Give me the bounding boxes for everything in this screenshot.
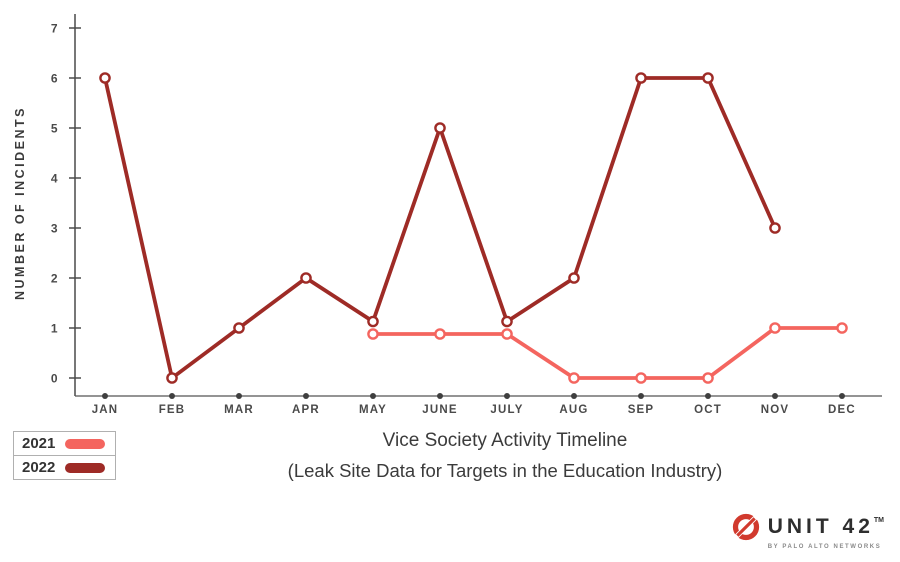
y-tick-label: 0 xyxy=(51,372,59,386)
x-tick-dot xyxy=(370,393,376,399)
x-tick-dot xyxy=(236,393,242,399)
x-tick-label: MAR xyxy=(224,404,254,416)
x-tick-dot xyxy=(772,393,778,399)
unit42-logo-row: UNIT 42 TM xyxy=(731,513,884,541)
x-tick-label: FEB xyxy=(159,404,186,416)
data-point-2021-SEP xyxy=(635,372,647,384)
data-point-2021-MAY xyxy=(367,328,379,340)
unit42-tagline: BY PALO ALTO NETWORKS xyxy=(767,544,882,550)
y-tick-label: 3 xyxy=(51,222,59,236)
data-point-2021-DEC xyxy=(836,322,848,334)
legend-swatch-2021 xyxy=(65,438,106,449)
x-tick-label: SEP xyxy=(628,404,655,416)
unit42-wordmark: UNIT 42 TM xyxy=(768,515,884,539)
data-point-2022-APR xyxy=(300,272,312,284)
x-tick-label: MAY xyxy=(359,404,387,416)
unit42-logo-icon xyxy=(731,513,760,541)
series-2021-line xyxy=(371,326,844,380)
chart-svg: 0 1 2 3 4 5 6 7 NUMBER OF INCIDENTS JAN FEB MAR APR M… xyxy=(13,14,882,416)
y-tick-label: 5 xyxy=(51,122,59,136)
unit42-logo: UNIT 42 TM BY PALO ALTO NETWORKS xyxy=(731,513,884,550)
x-tick-dot xyxy=(571,393,577,399)
legend: 2021 2022 xyxy=(13,431,117,480)
data-point-2021-NOV xyxy=(769,322,781,334)
activity-timeline-chart: 0 1 2 3 4 5 6 7 NUMBER OF INCIDENTS JAN FEB MAR APR M… xyxy=(13,14,882,416)
data-point-2021-JULY xyxy=(501,328,513,340)
x-tick-label: NOV xyxy=(761,404,790,416)
data-point-2022-JULY xyxy=(501,315,513,328)
data-point-2022-OCT xyxy=(702,72,714,84)
legend-label-2021: 2021 xyxy=(22,435,56,452)
y-tick-label: 7 xyxy=(51,22,59,36)
x-tick-label: JULY xyxy=(490,404,523,416)
unit42-tm: TM xyxy=(873,517,884,524)
chart-title: Vice Society Activity Timeline xyxy=(382,430,628,451)
y-tick-label: 2 xyxy=(51,272,59,286)
x-tick-dot xyxy=(437,393,443,399)
data-point-2022-JUNE xyxy=(434,122,446,134)
legend-swatch-2022 xyxy=(65,462,106,473)
x-tick-dot xyxy=(102,393,108,399)
x-tick-dot xyxy=(504,393,510,399)
data-point-2021-JUNE xyxy=(434,328,446,340)
chart-title-block: Vice Society Activity Timeline (Leak Sit… xyxy=(110,430,900,482)
data-point-2021-OCT xyxy=(702,372,714,384)
x-tick-label: AUG xyxy=(559,404,588,416)
y-tick-label: 1 xyxy=(51,322,59,336)
x-tick-dot xyxy=(638,393,644,399)
x-tick-label: APR xyxy=(292,404,320,416)
x-tick-dot xyxy=(705,393,711,399)
x-tick-label: OCT xyxy=(694,404,722,416)
data-point-2022-MAR xyxy=(233,322,245,334)
x-tick-label: DEC xyxy=(828,404,856,416)
data-point-2022-SEP xyxy=(635,72,647,84)
legend-label-2022: 2022 xyxy=(22,459,56,476)
y-axis-title: NUMBER OF INCIDENTS xyxy=(13,106,27,300)
unit42-wordmark-text: UNIT 42 xyxy=(767,515,874,538)
data-point-2022-NOV xyxy=(769,222,781,234)
data-point-2021-AUG xyxy=(568,372,580,384)
x-tick-dot xyxy=(839,393,845,399)
data-point-2022-FEB xyxy=(166,372,178,384)
y-tick-label: 6 xyxy=(51,72,59,86)
x-tick-label: JUNE xyxy=(422,404,457,416)
data-point-2022-MAY xyxy=(367,315,379,328)
y-tick-label: 4 xyxy=(51,172,59,186)
chart-subtitle: (Leak Site Data for Targets in the Educa… xyxy=(287,459,723,481)
legend-item-2022: 2022 xyxy=(14,455,116,479)
x-tick-dot xyxy=(169,393,175,399)
x-axis: JAN FEB MAR APR MAY JUNE JULY AUG SEP OCT NOV DEC xyxy=(75,393,882,416)
legend-item-2021: 2021 xyxy=(14,432,115,455)
y-axis: 0 1 2 3 4 5 6 7 NUMBER OF INCIDENTS xyxy=(13,14,81,396)
x-tick-label: JAN xyxy=(92,404,119,416)
x-tick-dot xyxy=(303,393,309,399)
data-point-2022-JAN xyxy=(99,72,111,84)
data-point-2022-AUG xyxy=(568,272,580,284)
